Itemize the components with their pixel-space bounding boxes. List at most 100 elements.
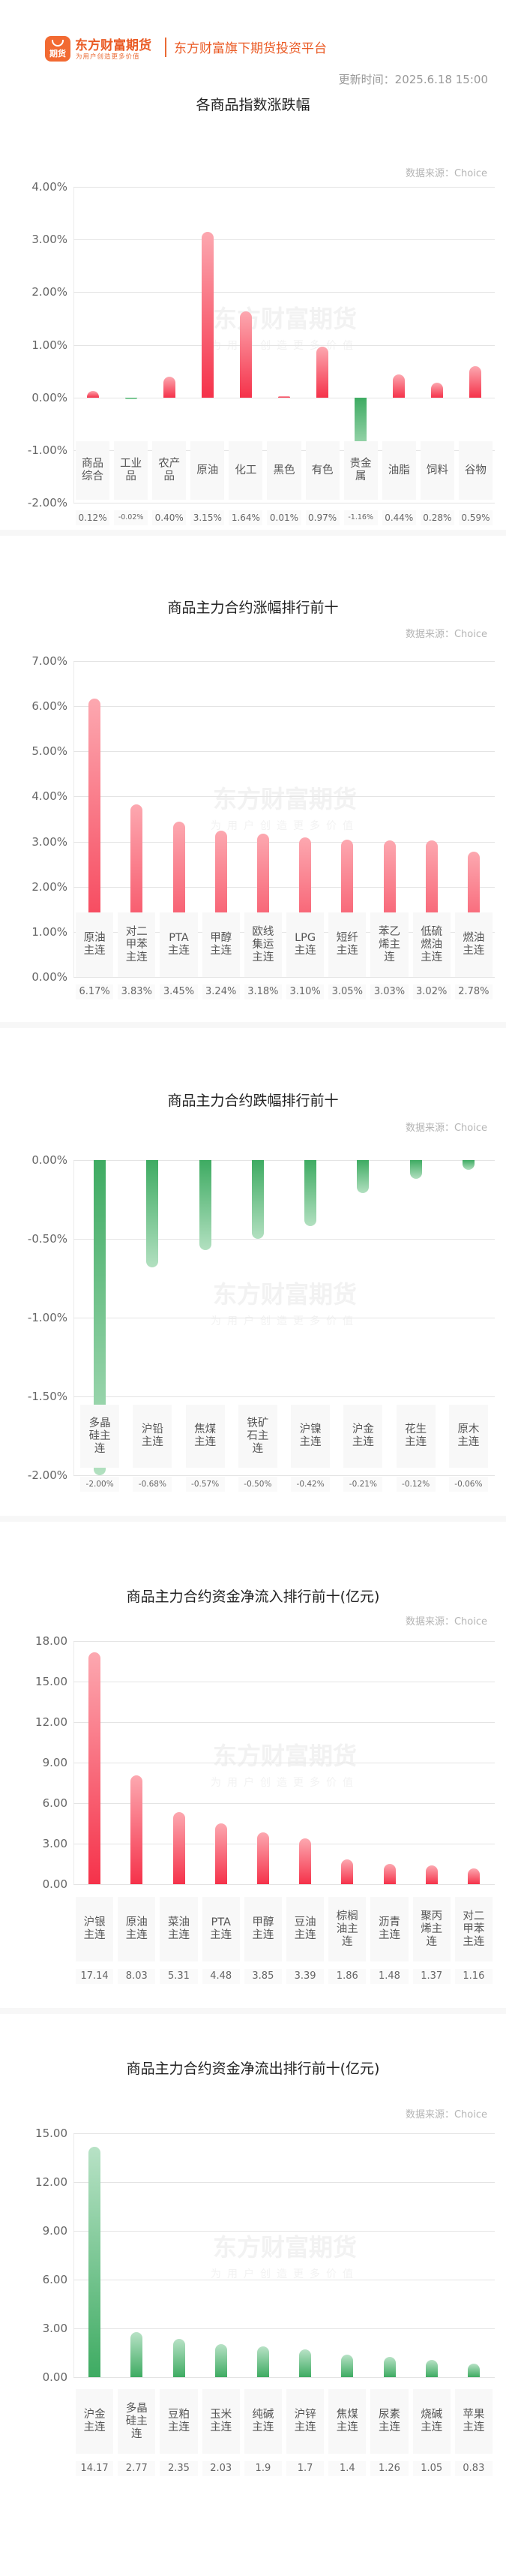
bar xyxy=(251,1160,264,1239)
grid-line xyxy=(73,661,495,662)
bar xyxy=(278,395,290,398)
y-tick-label: 9.00 xyxy=(42,2224,67,2238)
category-label: LPG主连 xyxy=(286,912,325,977)
bar xyxy=(467,1868,480,1884)
bar xyxy=(130,1775,143,1884)
grid-line xyxy=(73,796,495,798)
bar xyxy=(462,1160,475,1170)
bar xyxy=(199,1160,211,1250)
category-label: 贵金属 xyxy=(343,441,378,500)
y-tick-label: 3.00 xyxy=(42,1837,67,1850)
category-label: 对二甲苯主连 xyxy=(454,1897,493,1961)
category-label: 多晶硅主连 xyxy=(80,1405,120,1468)
section-divider xyxy=(0,1022,506,1028)
bar xyxy=(425,1865,438,1884)
grid-line xyxy=(73,292,495,293)
data-source-label: 数据来源：Choice xyxy=(405,1616,487,1628)
category-label: 对二甲苯主连 xyxy=(118,912,156,977)
value-label: 3.15% xyxy=(190,510,225,525)
category-label: 有色 xyxy=(305,441,340,500)
y-tick-label: 3.00% xyxy=(31,834,67,849)
category-label: 商品综合 xyxy=(76,441,110,500)
watermark-brand: 东方财富期货 xyxy=(212,1742,357,1770)
bar xyxy=(201,231,214,398)
category-label: 欧线集运主连 xyxy=(244,912,282,977)
category-label: 原油 xyxy=(190,441,225,500)
y-tick-label: 6.00 xyxy=(42,1796,67,1810)
category-label: 纯碱主连 xyxy=(244,2389,282,2454)
value-label: 1.48 xyxy=(370,1969,409,1984)
value-label: 0.12% xyxy=(76,510,110,525)
bar xyxy=(88,2146,101,2377)
bar xyxy=(393,374,406,398)
value-label: 0.97% xyxy=(305,510,340,525)
category-label: 铁矿石主连 xyxy=(238,1405,277,1468)
value-label: 0.40% xyxy=(152,510,187,525)
value-label: 0.83 xyxy=(454,2461,493,2476)
value-label: 0.59% xyxy=(458,510,493,525)
value-label: -0.02% xyxy=(114,510,148,525)
chart-title: 各商品指数涨跌幅 xyxy=(196,97,310,113)
bar xyxy=(86,391,99,398)
y-tick-label: -0.50% xyxy=(27,1232,67,1246)
bar xyxy=(425,2360,438,2377)
bar xyxy=(299,1838,312,1884)
y-tick-label: 7.00% xyxy=(31,654,67,668)
bar xyxy=(146,1160,159,1267)
value-label: 2.77 xyxy=(118,2461,156,2476)
value-label: 3.18% xyxy=(244,984,282,999)
y-tick-label: -1.50% xyxy=(27,1390,67,1403)
category-label: 原油主连 xyxy=(118,1897,156,1961)
value-label: 1.86 xyxy=(328,1969,367,1984)
bar xyxy=(341,2354,354,2377)
value-label: -0.21% xyxy=(343,1477,383,1492)
category-label: 农产品 xyxy=(152,441,187,500)
y-tick-label: 1.00% xyxy=(31,338,67,352)
grid-line xyxy=(73,2182,495,2183)
watermark-slogan: 为用户创造更多价值 xyxy=(211,2268,359,2280)
y-tick-label: 0.00% xyxy=(31,1153,67,1167)
bar xyxy=(409,1160,422,1180)
y-tick-label: 15.00 xyxy=(35,1675,67,1688)
watermark-brand: 东方财富期货 xyxy=(212,1280,357,1309)
value-label: -0.57% xyxy=(185,1477,225,1492)
grid-line xyxy=(73,931,495,933)
watermark: 东方财富期货 为用户创造更多价值 xyxy=(202,300,367,353)
grid-line xyxy=(73,239,495,241)
chart-title: 商品主力合约涨幅排行前十 xyxy=(167,600,339,616)
watermark: 东方财富期货 为用户创造更多价值 xyxy=(202,1276,367,1328)
section-divider xyxy=(0,2008,506,2014)
category-label: PTA主连 xyxy=(160,912,198,977)
y-tick-label: 0.00% xyxy=(31,970,67,984)
category-label: 焦煤主连 xyxy=(328,2389,367,2454)
category-label: 沪金主连 xyxy=(343,1405,383,1468)
value-label: -0.68% xyxy=(133,1477,172,1492)
category-label: 短纤主连 xyxy=(328,912,367,977)
grid-line xyxy=(73,1475,495,1476)
section-divider xyxy=(0,530,506,536)
value-label: 4.48 xyxy=(202,1969,240,1984)
bar xyxy=(172,2339,185,2377)
value-label: 17.14 xyxy=(76,1969,114,1984)
data-source-label: 数据来源：Choice xyxy=(405,2109,487,2121)
y-tick-label: 12.00 xyxy=(35,1715,67,1729)
y-tick-label: 0.00 xyxy=(42,1877,67,1891)
value-label: 3.85 xyxy=(244,1969,282,1984)
grid-line xyxy=(73,751,495,753)
section-divider xyxy=(0,1516,506,1522)
bar xyxy=(316,346,329,398)
bar xyxy=(299,2349,312,2377)
value-label: 14.17 xyxy=(76,2461,114,2476)
category-label: 尿素主连 xyxy=(370,2389,409,2454)
category-label: 焦煤主连 xyxy=(185,1405,225,1468)
data-source-label: 数据来源：Choice xyxy=(405,168,487,179)
bar xyxy=(88,698,101,977)
category-label: 多晶硅主连 xyxy=(118,2389,156,2454)
watermark-brand: 东方财富期货 xyxy=(212,785,357,813)
value-label: -0.50% xyxy=(238,1477,277,1492)
brand-name: 东方财富期货 xyxy=(75,38,151,53)
y-tick-label: -1.00% xyxy=(27,443,67,457)
chart-title: 商品主力合约资金净流出排行前十(亿元) xyxy=(126,2060,380,2077)
category-label: 化工 xyxy=(229,441,263,500)
category-label: 沥青主连 xyxy=(370,1897,409,1961)
